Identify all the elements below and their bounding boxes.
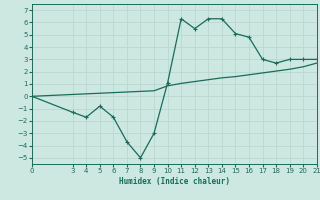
X-axis label: Humidex (Indice chaleur): Humidex (Indice chaleur) [119,177,230,186]
